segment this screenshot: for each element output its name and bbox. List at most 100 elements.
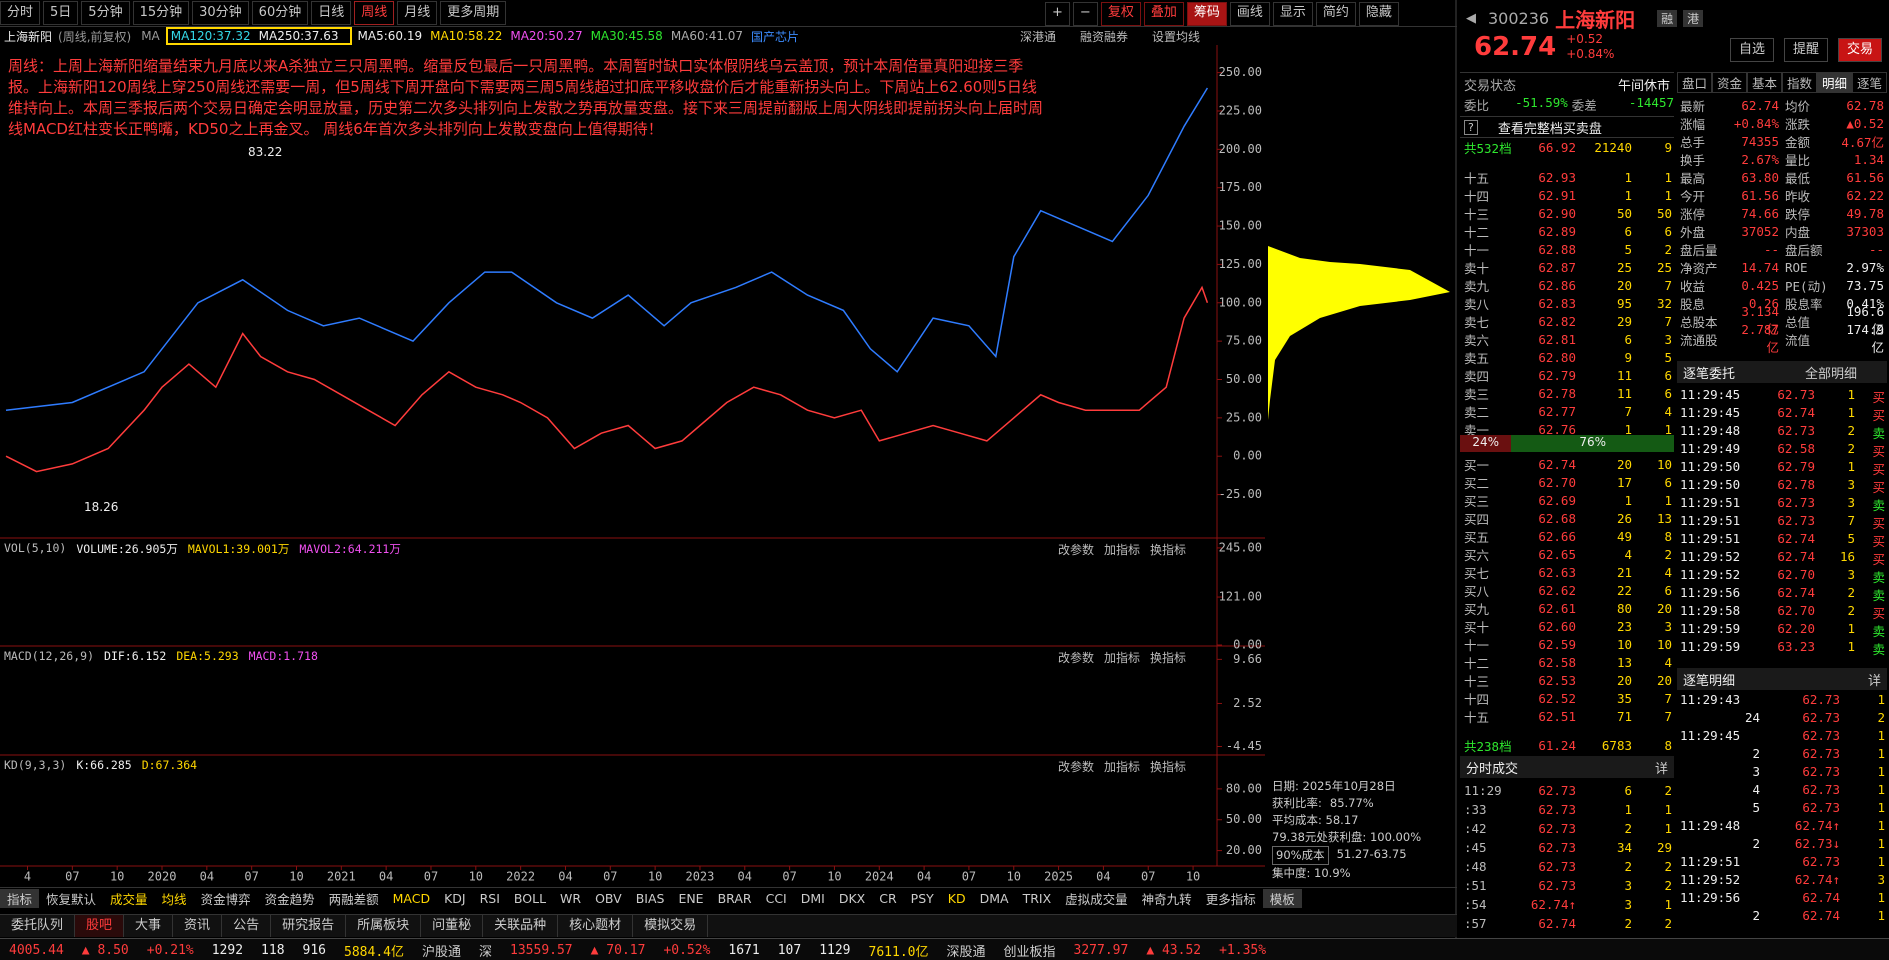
- bottom-tab[interactable]: 委托队列: [0, 915, 76, 937]
- tool-button[interactable]: 隐藏: [1358, 2, 1399, 26]
- chart-link[interactable]: 深港通: [1020, 30, 1057, 44]
- cell: 1: [1877, 764, 1885, 779]
- period-button[interactable]: 60分钟: [251, 1, 309, 25]
- bottom-tab[interactable]: 模拟交易: [633, 915, 709, 937]
- indicator-tab[interactable]: DMA: [979, 890, 1009, 906]
- chip-text: 日期: 2025年10月28日: [1272, 779, 1396, 793]
- period-button[interactable]: 分时: [0, 1, 41, 25]
- indicator-tab[interactable]: KDJ: [444, 890, 466, 906]
- bottom-tab[interactable]: 公告: [222, 915, 272, 937]
- quote-button[interactable]: 交易: [1838, 38, 1883, 62]
- panel-button[interactable]: 加指标: [1104, 651, 1141, 665]
- cell: 5: [1752, 800, 1760, 815]
- tool-button[interactable]: 叠加: [1143, 2, 1184, 26]
- detail-row: 5 62.73 1: [1677, 800, 1887, 815]
- indicator-tab[interactable]: TRIX: [1022, 890, 1052, 906]
- panel-button[interactable]: 换指标: [1150, 543, 1187, 557]
- indicator-tab[interactable]: 两融差额: [328, 891, 379, 907]
- tool-button[interactable]: −: [1072, 2, 1098, 26]
- indicator-tab[interactable]: 资金博弈: [200, 891, 251, 907]
- panel-button[interactable]: 改参数: [1058, 760, 1095, 774]
- tool-button[interactable]: +: [1045, 2, 1070, 26]
- indicator-tab[interactable]: WR: [560, 890, 582, 906]
- quote-button[interactable]: 提醒: [1784, 38, 1829, 62]
- indicator-tab[interactable]: BOLL: [513, 890, 547, 906]
- bottom-tab[interactable]: 研究报告: [271, 915, 347, 937]
- cell: 卖: [1872, 642, 1885, 657]
- indicator-tab[interactable]: PSY: [910, 890, 934, 906]
- period-button[interactable]: 5日: [43, 1, 79, 25]
- bottom-tab[interactable]: 关联品种: [483, 915, 559, 937]
- indicator-tab[interactable]: OBV: [595, 890, 622, 906]
- indicator-tab[interactable]: KD: [947, 890, 966, 906]
- chart-link[interactable]: 设置均线: [1152, 30, 1201, 44]
- indicator-tab[interactable]: CCI: [765, 890, 787, 906]
- stock-code: 300236: [1488, 8, 1550, 28]
- bottom-tab[interactable]: 所属板块: [346, 915, 422, 937]
- indicator-tab[interactable]: 神奇九转: [1141, 891, 1192, 907]
- cell: 1: [1664, 187, 1672, 203]
- detail-tab[interactable]: 明细: [1817, 72, 1852, 93]
- bottom-tab[interactable]: 大事: [124, 915, 174, 937]
- indicator-tab[interactable]: DMI: [800, 890, 825, 906]
- bottom-tab[interactable]: 资讯: [173, 915, 223, 937]
- book-row: 卖五 62.80 9 5: [1460, 348, 1674, 366]
- cell: 7: [1847, 513, 1855, 528]
- indicator-tab[interactable]: ENE: [678, 890, 704, 906]
- detail-row: 11:29:52 62.74↑ 3: [1677, 872, 1887, 887]
- indicator-tab[interactable]: BIAS: [635, 890, 665, 906]
- indicator-tab[interactable]: RSI: [479, 890, 500, 906]
- period-button[interactable]: 日线: [311, 1, 352, 25]
- indicator-tab[interactable]: 成交量: [110, 891, 148, 907]
- order-row: 11:29:50 62.79 1 买: [1677, 459, 1887, 478]
- x-tick-label: 2022: [506, 870, 535, 884]
- detail-tab[interactable]: 资金: [1712, 72, 1747, 93]
- indicator-tab[interactable]: 恢复默认: [46, 891, 97, 907]
- detail-tab[interactable]: 基本: [1747, 72, 1782, 93]
- bottom-tab[interactable]: 股吧: [75, 915, 125, 937]
- chip-text: 79.38元处获利盘: 100.00%: [1272, 830, 1422, 844]
- indicator-tab[interactable]: 虚拟成交量: [1065, 891, 1128, 907]
- indicator-tab[interactable]: 模板: [1262, 888, 1302, 908]
- quote-button[interactable]: 自选: [1730, 38, 1775, 62]
- cell: 21240: [1594, 139, 1632, 155]
- period-button[interactable]: 更多周期: [440, 1, 507, 25]
- book-row: :48 62.73 2 2: [1460, 857, 1674, 875]
- panel-button[interactable]: 加指标: [1104, 760, 1141, 774]
- overlay-name[interactable]: 国产芯片: [751, 29, 800, 44]
- cell: 1: [1624, 492, 1632, 508]
- bottom-tab[interactable]: 问董秘: [421, 915, 484, 937]
- period-button[interactable]: 30分钟: [192, 1, 249, 25]
- cell: 62.79: [1777, 459, 1815, 474]
- period-button[interactable]: 5分钟: [81, 1, 130, 25]
- panel-button[interactable]: 改参数: [1058, 543, 1095, 557]
- panel-header: VOL(5,10) VOLUME:26.905万 MAVOL1:39.001万 MAV…: [4, 541, 411, 557]
- tool-button[interactable]: 显示: [1272, 2, 1313, 26]
- period-button[interactable]: 月线: [397, 1, 438, 25]
- detail-tab[interactable]: 盘口: [1677, 72, 1712, 93]
- tool-button[interactable]: 复权: [1100, 2, 1141, 26]
- panel-button[interactable]: 改参数: [1058, 651, 1095, 665]
- period-button[interactable]: 周线: [354, 1, 395, 25]
- cell: 卖: [1872, 624, 1885, 639]
- tool-button[interactable]: 画线: [1229, 2, 1270, 26]
- indicator-tab[interactable]: DKX: [838, 890, 866, 906]
- indicator-tab[interactable]: BRAR: [717, 890, 752, 906]
- tool-button[interactable]: 简约: [1315, 2, 1356, 26]
- indicator-tab[interactable]: 指标: [0, 888, 40, 908]
- panel-button[interactable]: 换指标: [1150, 760, 1187, 774]
- indicator-tab[interactable]: 均线: [161, 891, 187, 907]
- indicator-tab[interactable]: MACD: [392, 890, 431, 906]
- indicator-tab[interactable]: 更多指标: [1205, 891, 1256, 907]
- tool-button[interactable]: 筹码: [1186, 2, 1227, 26]
- detail-tab[interactable]: 指数: [1782, 72, 1817, 93]
- panel-button[interactable]: 加指标: [1104, 543, 1141, 557]
- period-button[interactable]: 15分钟: [132, 1, 190, 25]
- indicator-tab[interactable]: CR: [879, 890, 897, 906]
- order-row: 11:29:51 62.73 7 买: [1677, 513, 1887, 532]
- panel-button[interactable]: 换指标: [1150, 651, 1187, 665]
- chart-link[interactable]: 融资融券: [1080, 30, 1129, 44]
- bottom-tab[interactable]: 核心题材: [558, 915, 634, 937]
- detail-tab[interactable]: 逐笔: [1852, 72, 1887, 93]
- indicator-tab[interactable]: 资金趋势: [264, 891, 315, 907]
